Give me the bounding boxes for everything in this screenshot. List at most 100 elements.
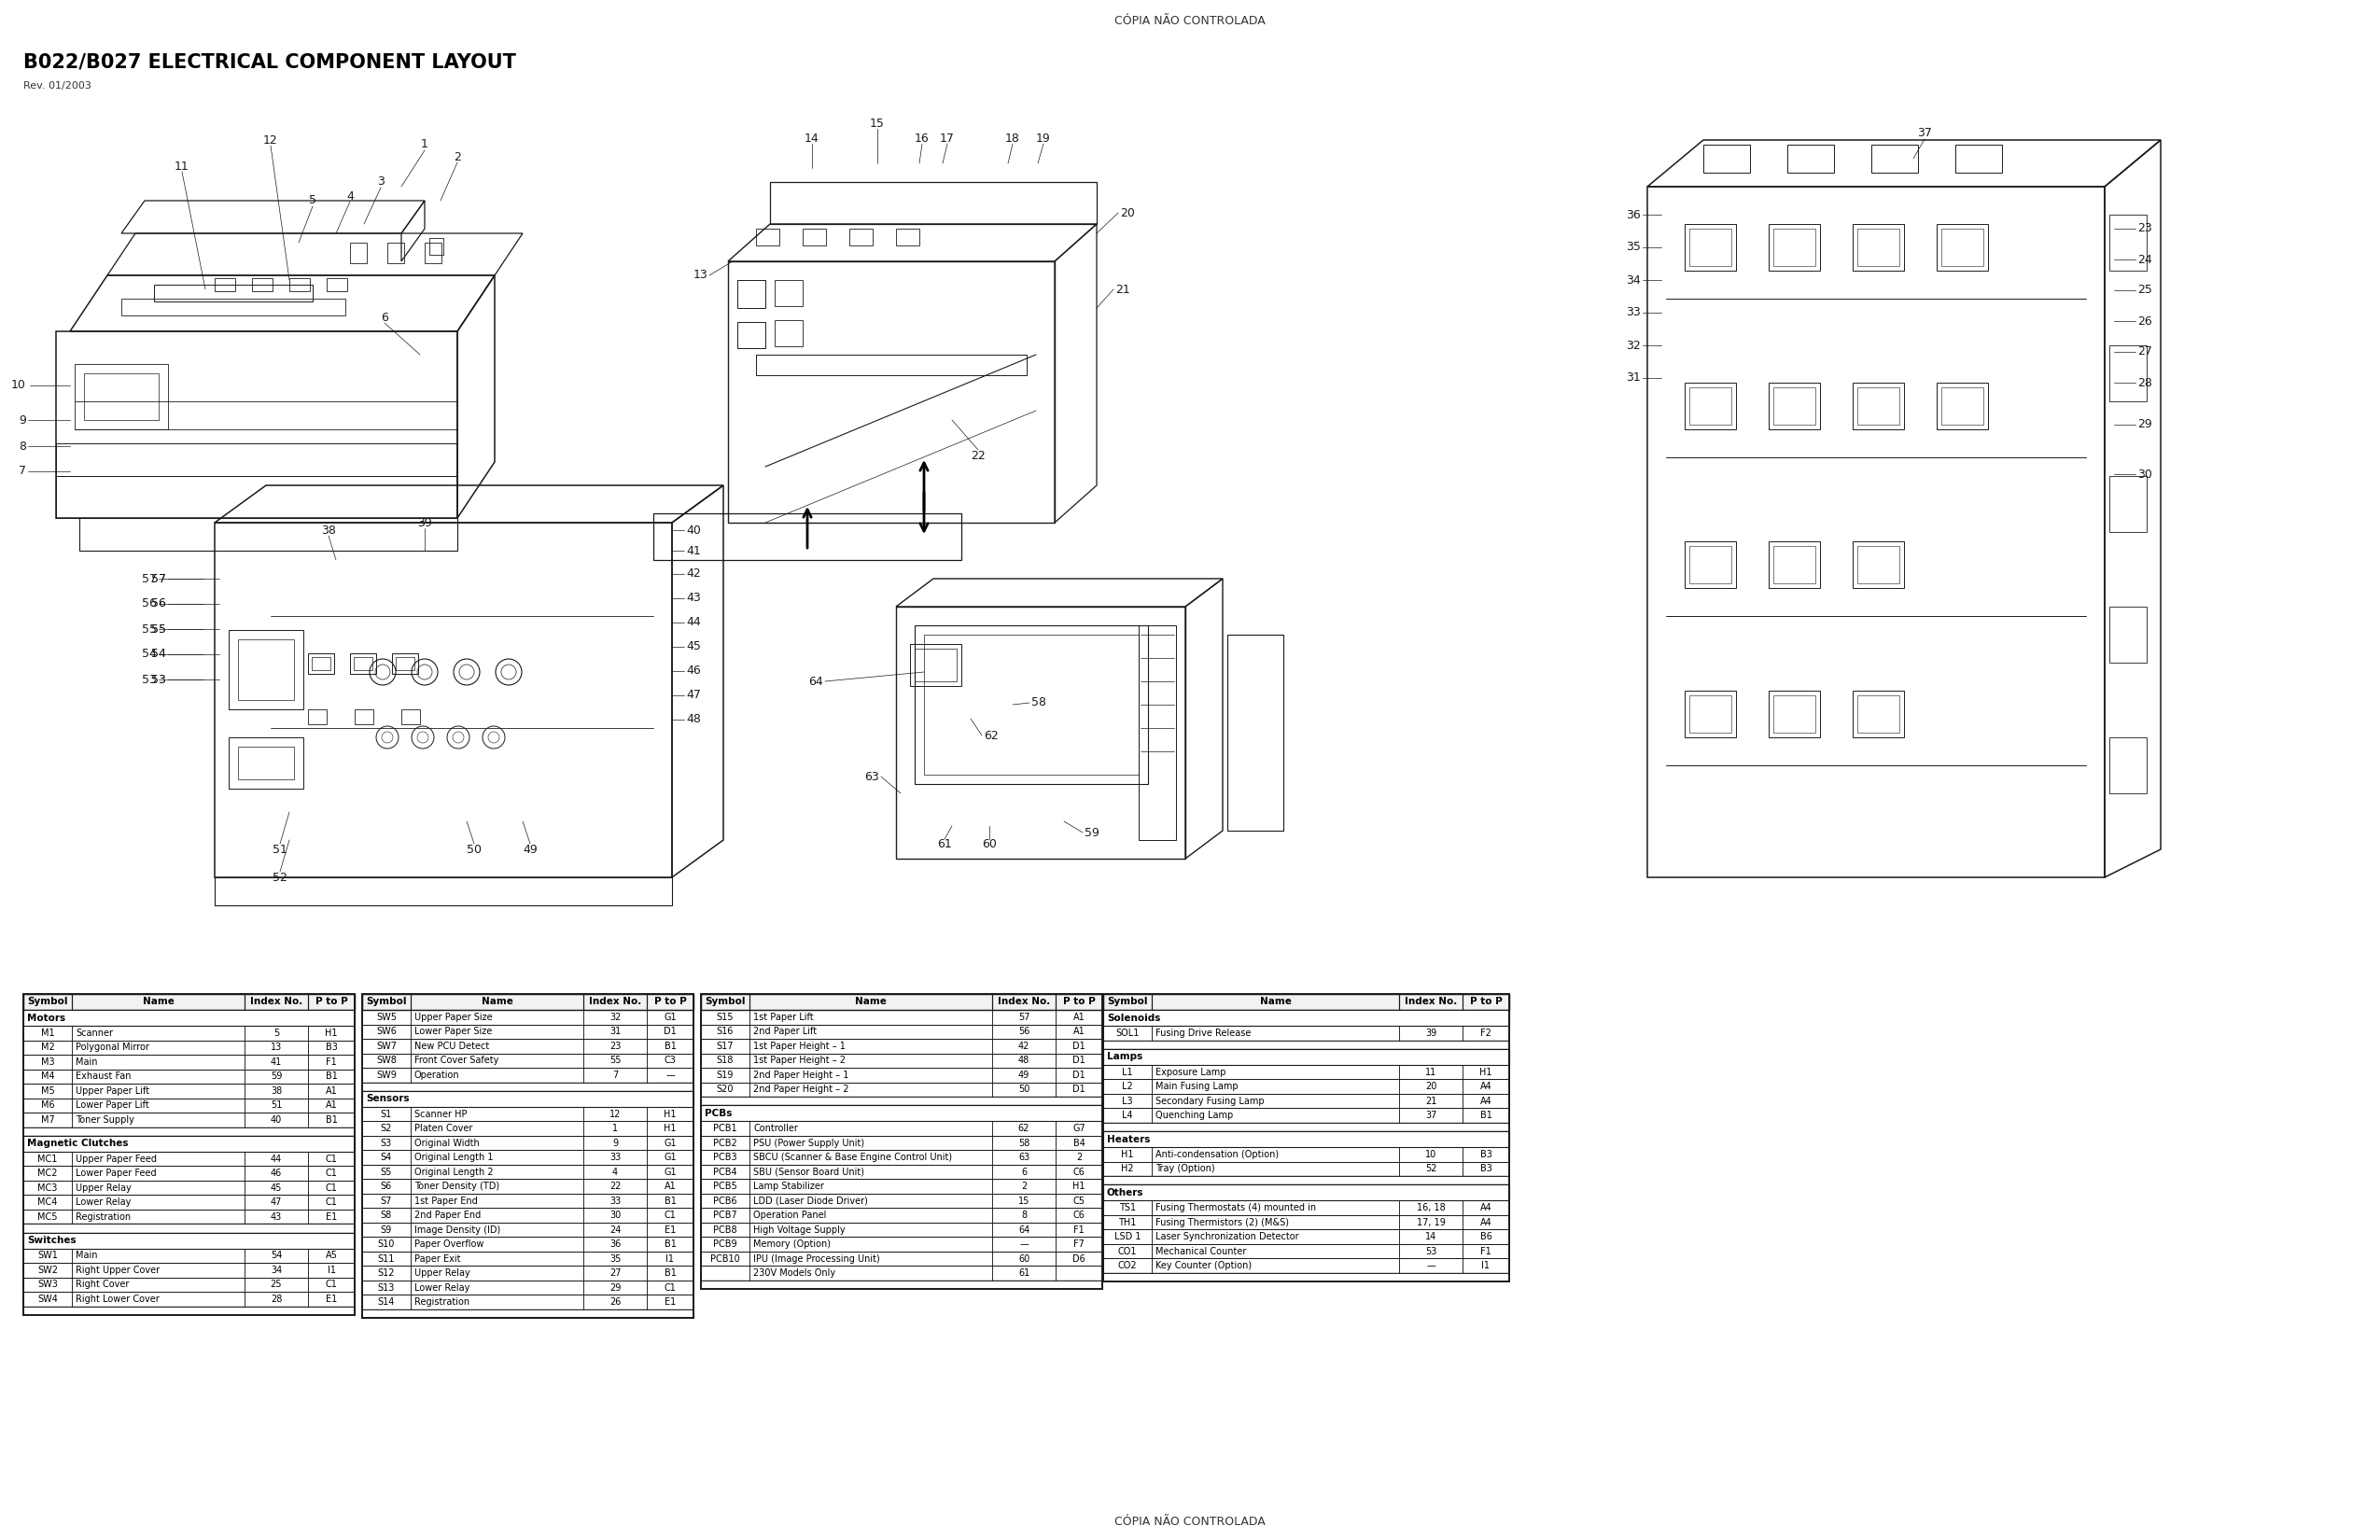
Bar (1057, 1150, 1102, 1164)
Text: Upper Paper Feed: Upper Paper Feed (76, 1153, 157, 1163)
Text: C6: C6 (1073, 1167, 1085, 1177)
Text: 46: 46 (271, 1169, 281, 1178)
Text: Quenching Lamp: Quenching Lamp (1154, 1110, 1233, 1120)
Text: SW7: SW7 (376, 1041, 397, 1050)
Text: B022/B027 ELECTRICAL COMPONENT LAYOUT: B022/B027 ELECTRICAL COMPONENT LAYOUT (24, 54, 516, 72)
Bar (307, 710, 326, 724)
Text: PCB8: PCB8 (714, 1224, 738, 1235)
Bar (1057, 1266, 1102, 1280)
Text: Upper Paper Size: Upper Paper Size (414, 1012, 493, 1021)
Bar (647, 1164, 693, 1180)
Bar (412, 1040, 583, 1053)
Bar (1852, 223, 1904, 271)
Bar (412, 1280, 583, 1295)
Bar (1685, 690, 1735, 738)
Bar (914, 625, 1147, 784)
Bar (1104, 1215, 1509, 1229)
Bar (583, 1135, 647, 1150)
Bar (702, 1150, 750, 1164)
Bar (245, 993, 307, 1010)
Text: D1: D1 (1073, 1041, 1085, 1050)
Text: A1: A1 (326, 1101, 338, 1110)
Bar (1104, 1229, 1509, 1244)
Text: S7: S7 (381, 1197, 393, 1206)
Text: Name: Name (1259, 998, 1292, 1007)
Text: 47: 47 (685, 690, 700, 701)
Bar (121, 299, 345, 316)
Text: 34: 34 (1626, 274, 1640, 286)
Bar (245, 1277, 307, 1292)
Bar (307, 993, 355, 1010)
Text: S13: S13 (378, 1283, 395, 1292)
Text: 60: 60 (1019, 1254, 1031, 1263)
Text: 8: 8 (19, 440, 26, 453)
Bar (702, 1207, 750, 1223)
Bar (1057, 1121, 1102, 1135)
Bar (1104, 1109, 1509, 1123)
Text: B1: B1 (326, 1115, 338, 1124)
Bar (362, 1309, 693, 1318)
Text: 51: 51 (274, 844, 288, 855)
Bar (362, 1121, 412, 1135)
Bar (1104, 1093, 1152, 1109)
Bar (83, 373, 159, 420)
Text: Fusing Thermostats (4) mounted in: Fusing Thermostats (4) mounted in (1154, 1203, 1316, 1212)
Text: Name: Name (481, 998, 512, 1007)
Bar (1464, 993, 1509, 1010)
Text: 26: 26 (609, 1297, 621, 1307)
Bar (1871, 145, 1918, 172)
Bar (307, 1181, 355, 1195)
Bar (1152, 1080, 1399, 1093)
Bar (228, 630, 302, 710)
Bar (24, 1209, 355, 1224)
Text: 45: 45 (271, 1183, 283, 1192)
Text: 23: 23 (609, 1041, 621, 1050)
Text: SW5: SW5 (376, 1012, 397, 1021)
Bar (702, 1180, 1102, 1194)
Bar (412, 1180, 583, 1194)
Bar (702, 1252, 1102, 1266)
Text: 53: 53 (143, 673, 157, 685)
Bar (1787, 145, 1835, 172)
Text: S20: S20 (716, 1084, 733, 1093)
Text: Memory (Option): Memory (Option) (752, 1240, 831, 1249)
Text: 32: 32 (1626, 339, 1640, 351)
Bar (992, 1040, 1057, 1053)
Bar (1856, 547, 1899, 584)
Bar (228, 738, 302, 788)
Bar (750, 1237, 992, 1252)
Bar (1464, 1080, 1509, 1093)
Bar (992, 1194, 1057, 1207)
Text: F1: F1 (1073, 1224, 1085, 1235)
Bar (24, 993, 355, 1010)
Bar (245, 1166, 307, 1181)
Bar (702, 1083, 750, 1096)
Bar (1464, 1161, 1509, 1177)
Text: S14: S14 (378, 1297, 395, 1307)
Text: 9: 9 (612, 1138, 619, 1147)
Bar (362, 1223, 412, 1237)
Text: Registration: Registration (414, 1297, 469, 1307)
Bar (757, 228, 778, 245)
Bar (1057, 1083, 1102, 1096)
Text: B3: B3 (1480, 1150, 1492, 1160)
Bar (647, 1121, 693, 1135)
Bar (750, 1207, 992, 1223)
Text: D1: D1 (1073, 1084, 1085, 1093)
Bar (1152, 1258, 1399, 1274)
Bar (24, 1069, 71, 1084)
Bar (245, 1055, 307, 1069)
Text: Lower Paper Lift: Lower Paper Lift (76, 1101, 150, 1110)
Bar (24, 1232, 355, 1249)
Bar (992, 1024, 1057, 1040)
Bar (307, 1263, 355, 1277)
Bar (245, 1098, 307, 1112)
Text: 28: 28 (271, 1295, 283, 1304)
Text: MC4: MC4 (38, 1198, 57, 1207)
Text: 50: 50 (466, 844, 481, 855)
Text: 54: 54 (143, 648, 157, 661)
Text: G1: G1 (664, 1153, 676, 1163)
Text: Heaters: Heaters (1107, 1135, 1150, 1144)
Bar (583, 1295, 647, 1309)
Bar (1104, 1274, 1509, 1281)
